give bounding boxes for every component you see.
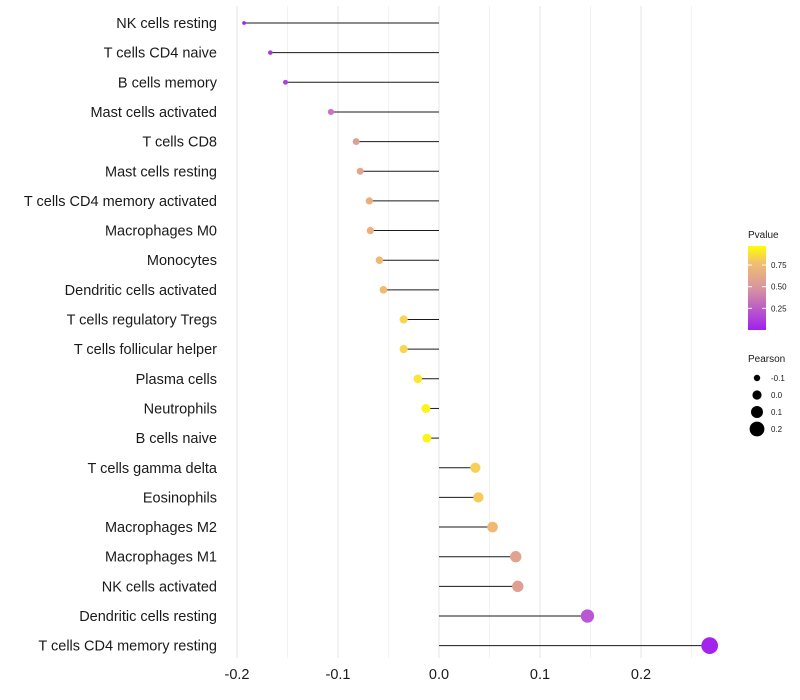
data-point xyxy=(399,345,408,354)
grid xyxy=(236,6,692,658)
data-point xyxy=(365,197,373,205)
data-point xyxy=(283,79,288,85)
category-label: T cells regulatory Tregs xyxy=(67,313,217,329)
category-label: T cells CD4 naive xyxy=(104,46,217,62)
data-point xyxy=(352,138,360,146)
category-label: T cells CD4 memory resting xyxy=(38,639,217,655)
data-point xyxy=(268,50,273,55)
x-tick-label: -0.2 xyxy=(225,667,250,683)
data-point xyxy=(242,21,246,25)
data-point xyxy=(580,609,595,623)
x-tick-label: 0.2 xyxy=(631,667,651,683)
pearson-legend-key xyxy=(751,406,763,418)
category-label: Mast cells activated xyxy=(90,105,217,121)
category-label: NK cells resting xyxy=(116,16,217,32)
x-tick-label: -0.1 xyxy=(326,667,351,683)
pearson-legend-key xyxy=(753,374,761,382)
pvalue-legend-label: 0.50 xyxy=(771,283,787,292)
data-point xyxy=(473,492,484,503)
points xyxy=(242,21,719,655)
category-label: Dendritic cells resting xyxy=(79,609,217,625)
pvalue-legend-label: 0.75 xyxy=(771,261,787,270)
data-point xyxy=(413,374,423,384)
x-tick-label: 0.1 xyxy=(530,667,550,683)
category-label: B cells naive xyxy=(136,431,217,447)
category-label: Macrophages M0 xyxy=(105,224,217,240)
pvalue-legend-label: 0.25 xyxy=(771,304,787,313)
data-point xyxy=(327,108,335,116)
pvalue-legend-title: Pvalue xyxy=(748,230,779,241)
category-label: B cells memory xyxy=(118,75,218,91)
category-label: T cells gamma delta xyxy=(88,461,218,477)
data-point xyxy=(379,286,388,294)
category-label: Neutrophils xyxy=(144,401,217,417)
category-label: NK cells activated xyxy=(102,579,217,595)
pvalue-colorbar xyxy=(748,246,766,330)
pearson-legend-label: 0.0 xyxy=(771,391,783,400)
category-label: Macrophages M1 xyxy=(105,550,217,566)
x-axis-ticks: -0.2 -0.1 0.0 0.1 0.2 xyxy=(225,667,652,683)
category-label: Monocytes xyxy=(147,253,217,269)
category-label: Macrophages M2 xyxy=(105,520,217,536)
x-tick-label: 0.0 xyxy=(429,667,449,683)
data-point xyxy=(399,315,408,324)
stems xyxy=(244,22,710,647)
data-point xyxy=(422,433,432,443)
category-label: Plasma cells xyxy=(136,372,217,388)
pearson-legend-label: 0.2 xyxy=(771,425,783,434)
category-label: Dendritic cells activated xyxy=(65,283,217,299)
pearson-legend-key xyxy=(752,390,762,400)
category-label: T cells follicular helper xyxy=(74,342,217,358)
data-point xyxy=(366,226,374,235)
category-label: T cells CD4 memory activated xyxy=(24,194,217,210)
data-point xyxy=(487,521,498,533)
data-point xyxy=(421,404,431,413)
category-label: T cells CD8 xyxy=(142,135,217,151)
pearson-legend-label: -0.1 xyxy=(771,374,785,383)
data-point xyxy=(512,580,524,593)
pearson-legend-label: 0.1 xyxy=(771,408,783,417)
pearson-legend-key xyxy=(749,421,765,437)
category-label: Eosinophils xyxy=(143,490,217,506)
category-labels: NK cells resting T cells CD4 naive B cells… xyxy=(24,16,218,655)
data-point xyxy=(701,637,719,655)
pearson-legend-title: Pearson xyxy=(748,354,785,365)
data-point xyxy=(510,551,522,563)
pvalue-legend: Pvalue 0.25 0.50 0.75 xyxy=(748,230,787,330)
data-point xyxy=(356,167,364,175)
category-label: Mast cells resting xyxy=(105,164,217,180)
pearson-legend: Pearson -0.1 0.0 0.1 0.2 xyxy=(748,354,785,437)
data-point xyxy=(375,256,384,264)
data-point xyxy=(470,462,481,473)
